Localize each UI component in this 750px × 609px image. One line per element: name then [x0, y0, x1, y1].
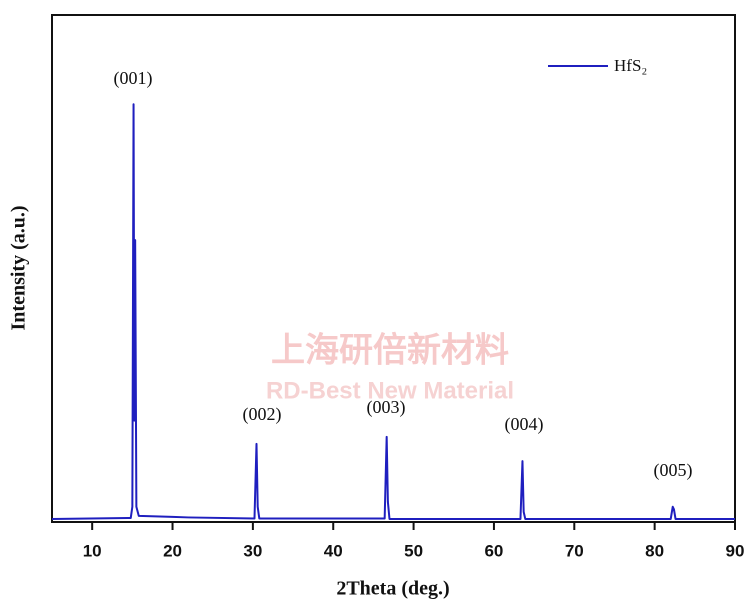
watermark: RD-Best New Material — [266, 377, 514, 404]
x-tick-label: 40 — [324, 541, 343, 560]
peak-label: (005) — [654, 460, 693, 481]
peak-label: (002) — [243, 404, 282, 425]
x-tick-label: 70 — [565, 541, 584, 560]
x-tick-label: 60 — [484, 541, 503, 560]
peak-label: (003) — [367, 397, 406, 418]
x-tick-label: 80 — [645, 541, 664, 560]
peak-label: (001) — [114, 68, 153, 89]
x-tick-label: 50 — [404, 541, 423, 560]
watermark: 上海研倍新材料 — [271, 331, 509, 371]
x-tick-label: 20 — [163, 541, 182, 560]
legend-label: HfS₂ — [614, 56, 647, 75]
x-tick-label: 10 — [83, 541, 102, 560]
x-axis-label: 2Theta (deg.) — [336, 578, 449, 600]
peak-label: (004) — [505, 414, 544, 435]
y-axis-label: Intensity (a.u.) — [8, 205, 30, 330]
x-tick-label: 90 — [726, 541, 745, 560]
x-tick-label: 30 — [243, 541, 262, 560]
data-line — [51, 103, 735, 520]
plot-frame — [51, 14, 736, 523]
